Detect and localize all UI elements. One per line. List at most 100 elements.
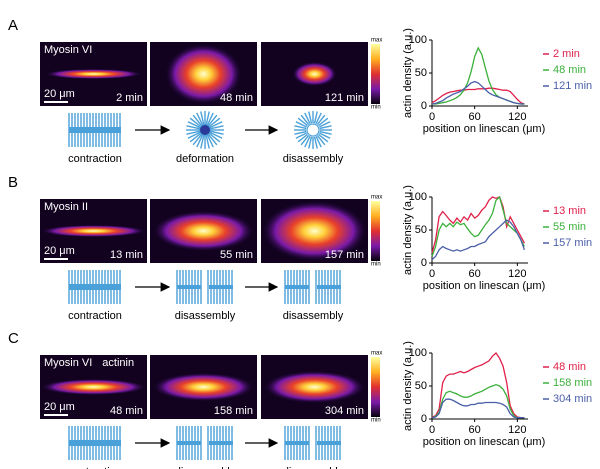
y-tick-label: 0 — [421, 257, 427, 269]
y-tick-label: 50 — [415, 380, 427, 392]
bundle-core — [69, 284, 121, 290]
filament — [196, 133, 204, 148]
bundle-core — [177, 285, 201, 289]
filament — [313, 136, 318, 149]
schematic-label: disassembly — [283, 153, 344, 165]
y-tick-label: 0 — [421, 413, 427, 425]
filament — [208, 125, 224, 130]
filament — [206, 114, 218, 128]
filament — [189, 131, 203, 143]
filament — [319, 121, 331, 128]
schematic — [68, 270, 121, 304]
fluorescence — [45, 69, 142, 79]
schematic-label: disassembly — [283, 310, 344, 322]
x-axis-title: position on linescan (μm) — [423, 280, 546, 292]
filament — [295, 121, 307, 128]
protein-label: Myosin VI — [44, 44, 92, 56]
panel-label: B — [8, 174, 18, 191]
protein-label: Myosin VI — [44, 357, 92, 369]
x-tick-label: 0 — [429, 268, 435, 280]
x-tick-label: 120 — [508, 268, 526, 280]
time-label: 13 min — [110, 249, 143, 261]
fluorescence — [262, 201, 367, 261]
filament — [297, 133, 308, 143]
colorbar-min: min — [371, 262, 381, 268]
time-label: 157 min — [325, 249, 364, 261]
legend-label: 48 min — [553, 64, 586, 76]
bundle-core — [317, 285, 341, 289]
legend-label: 304 min — [553, 393, 592, 405]
colorbar — [371, 357, 380, 417]
filament — [295, 132, 307, 139]
time-label: 48 min — [110, 405, 143, 417]
y-tick-label: 50 — [415, 224, 427, 236]
filament — [304, 136, 311, 148]
filament — [316, 114, 326, 125]
x-tick-label: 0 — [429, 111, 435, 123]
schematic — [176, 270, 233, 304]
time-label: 48 min — [220, 92, 253, 104]
scale-bar-label: 20 μm — [44, 245, 75, 257]
schematic-label: contraction — [68, 466, 122, 469]
filament — [207, 131, 221, 143]
colorbar-max: max — [371, 195, 382, 201]
legend-label: 55 min — [553, 221, 586, 233]
fluorescence — [41, 225, 146, 237]
y-axis-title: actin density (a.u.) — [402, 185, 414, 275]
ring-core — [306, 123, 320, 137]
filament — [192, 114, 204, 128]
y-axis-title: actin density (a.u.) — [402, 28, 414, 118]
filament — [206, 133, 214, 148]
filament — [206, 112, 214, 127]
filament — [308, 136, 313, 149]
schematic — [294, 111, 332, 149]
x-axis-title: position on linescan (μm) — [423, 436, 546, 448]
scale-bar-label: 20 μm — [44, 88, 75, 100]
filament — [319, 132, 331, 139]
filament — [196, 112, 204, 127]
fluorescence — [292, 62, 337, 86]
filament — [187, 131, 202, 139]
filament — [294, 125, 307, 130]
schematic — [176, 426, 233, 460]
filament — [300, 135, 310, 146]
filament — [186, 130, 202, 135]
bundle-core — [285, 285, 309, 289]
filament — [200, 111, 205, 127]
filament — [315, 136, 322, 148]
x-tick-label: 60 — [469, 268, 481, 280]
x-tick-label: 120 — [508, 424, 526, 436]
time-label: 2 min — [116, 92, 143, 104]
x-tick-label: 60 — [469, 424, 481, 436]
schematic-label: deformation — [176, 153, 234, 165]
filament — [208, 121, 223, 129]
fluorescence — [41, 379, 146, 395]
legend-label: 48 min — [553, 361, 586, 373]
filament — [192, 132, 204, 146]
bundle-core — [69, 127, 121, 133]
filament — [294, 130, 307, 135]
bundle-core — [285, 441, 309, 445]
x-axis-title: position on linescan (μm) — [423, 123, 546, 135]
data-line — [431, 219, 526, 261]
schematic-label: disassembly — [283, 466, 344, 469]
fluorescence — [264, 371, 365, 403]
filament — [316, 135, 326, 146]
bundle-core — [69, 440, 121, 446]
filament — [189, 117, 203, 129]
scale-bar-label: 20 μm — [44, 401, 75, 413]
colorbar — [371, 44, 380, 104]
data-line — [431, 352, 525, 419]
colorbar-max: max — [371, 38, 382, 44]
filament — [208, 131, 223, 139]
filament — [208, 130, 224, 135]
filament — [315, 112, 322, 124]
filament — [297, 117, 308, 127]
filament — [313, 111, 318, 124]
schematic — [68, 113, 121, 147]
filament — [205, 133, 210, 149]
filament — [304, 112, 311, 124]
fluorescence — [165, 44, 242, 104]
time-label: 304 min — [325, 405, 364, 417]
schematic — [284, 426, 341, 460]
